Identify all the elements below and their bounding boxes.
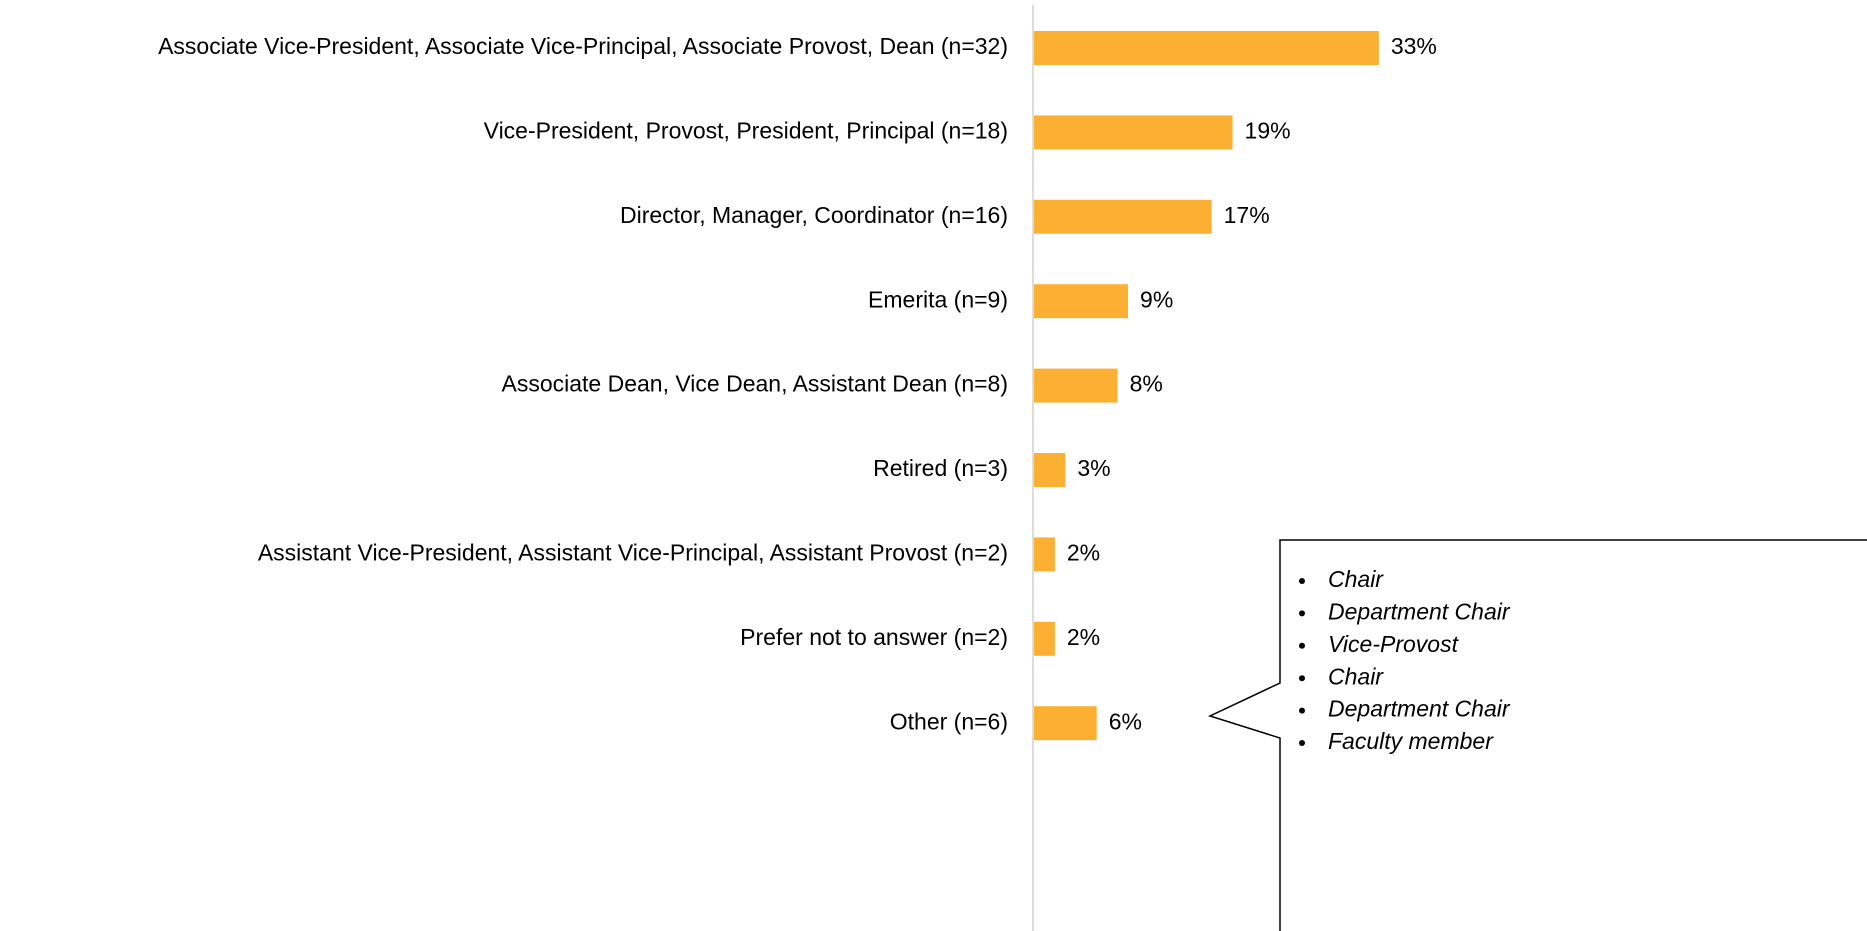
bullet: [1299, 740, 1305, 746]
category-label: Vice-President, Provost, President, Prin…: [484, 117, 1008, 143]
callout-text: Department Chair: [1328, 598, 1511, 624]
bar: [1034, 115, 1233, 150]
bar: [1034, 368, 1118, 403]
bar: [1034, 537, 1055, 572]
value-label: 17%: [1224, 202, 1270, 228]
category-label: Assistant Vice-President, Assistant Vice…: [258, 539, 1008, 565]
bullet: [1299, 675, 1305, 682]
value-label: 2%: [1067, 539, 1100, 565]
value-label: 33%: [1391, 33, 1437, 59]
bullet: [1299, 642, 1305, 649]
value-label: 19%: [1245, 117, 1291, 143]
category-label: Emerita (n=9): [868, 286, 1008, 312]
category-label: Associate Vice-President, Associate Vice…: [158, 33, 1008, 59]
callout-text: Chair: [1328, 663, 1384, 689]
callout-text: Department Chair: [1328, 696, 1511, 722]
bullet: [1299, 578, 1305, 584]
bar: [1034, 199, 1212, 234]
bullet: [1299, 610, 1305, 617]
value-label: 2%: [1067, 624, 1100, 650]
category-label: Retired (n=3): [873, 455, 1008, 481]
bar: [1034, 31, 1379, 65]
callout-box: [1207, 539, 1867, 931]
callout-text: Vice-Provost: [1328, 631, 1460, 657]
bullet: [1299, 707, 1305, 714]
bar: [1034, 453, 1066, 487]
bar: [1034, 284, 1129, 319]
category-label: Other (n=6): [890, 708, 1008, 734]
value-label: 9%: [1140, 286, 1173, 312]
category-label: Director, Manager, Coordinator (n=16): [620, 202, 1008, 228]
value-label: 8%: [1130, 371, 1163, 397]
value-label: 6%: [1109, 708, 1142, 734]
bar: [1034, 706, 1097, 741]
category-label: Prefer not to answer (n=2): [740, 624, 1008, 650]
value-label: 3%: [1077, 455, 1110, 481]
callout-text: Chair: [1328, 566, 1384, 592]
callout-text: Faculty member: [1328, 728, 1494, 754]
category-label: Associate Dean, Vice Dean, Assistant Dea…: [502, 371, 1009, 397]
bar: [1034, 621, 1055, 656]
